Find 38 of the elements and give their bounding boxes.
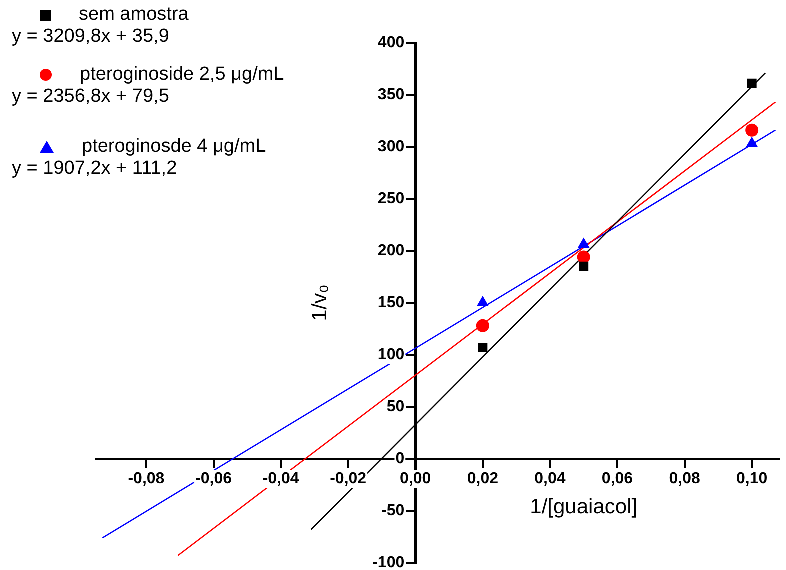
- y-tick-label: 50: [386, 398, 405, 416]
- legend-label: sem amostra: [79, 4, 189, 26]
- y-tick-label: -100: [372, 554, 405, 570]
- legend-label: pteroginoside 2,5 μg/mL: [80, 64, 284, 86]
- x-tick-label: -0,08: [128, 470, 165, 488]
- point: [476, 319, 490, 332]
- y-tick-label: 200: [378, 242, 405, 260]
- x-tick-label: 0,06: [602, 470, 634, 488]
- y-tick-label: 150: [378, 294, 405, 312]
- point: [578, 238, 590, 248]
- x-tick-label: 0,04: [534, 470, 566, 488]
- x-tick-label: -0,04: [262, 470, 300, 488]
- point: [478, 342, 488, 352]
- point: [579, 262, 589, 272]
- point: [477, 296, 489, 306]
- y-tick-label: -50: [382, 502, 405, 520]
- point: [746, 124, 759, 137]
- x-axis-title: 1/[guaiacol]: [530, 495, 638, 518]
- legend-label: pteroginosde 4 μg/mL: [82, 136, 266, 158]
- point: [747, 78, 757, 88]
- x-tick-label: 0,10: [736, 470, 768, 488]
- x-tick-label: 0,02: [467, 470, 499, 488]
- y-tick-label: 400: [378, 34, 405, 52]
- x-tick-label: -0,02: [330, 470, 367, 488]
- annotation: y = 3209,8x + 35,9: [12, 26, 170, 48]
- x-tick-label: 0,08: [669, 470, 700, 488]
- y-tick-label: 100: [378, 346, 405, 364]
- point: [577, 250, 590, 264]
- y-tick-label: 250: [378, 190, 405, 208]
- y-tick-label: 350: [378, 86, 405, 104]
- point: [746, 137, 758, 148]
- x-tick-label: -0,06: [196, 470, 232, 488]
- annotation: y = 2356,8x + 79,5: [12, 86, 170, 108]
- x-tick-label: 0,00: [400, 470, 432, 488]
- y-tick-label: 300: [378, 138, 405, 156]
- y-tick-label: 0: [396, 450, 405, 468]
- annotation: y = 1907,2x + 111,2: [12, 158, 178, 180]
- y-axis-title: 1/v₀: [308, 284, 332, 322]
